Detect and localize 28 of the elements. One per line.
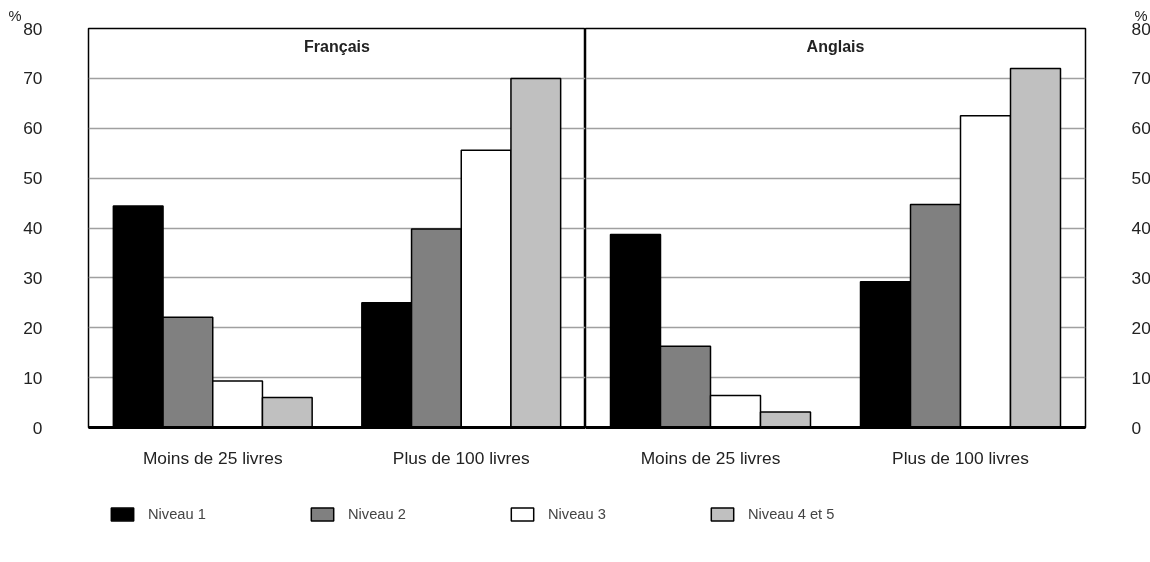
y-tick-label: 70 — [23, 68, 43, 89]
y-tick-label: 50 — [23, 168, 43, 189]
x-tick-label: Plus de 100 livres — [892, 447, 1030, 468]
y2-tick-label: 30 — [1131, 267, 1150, 288]
legend-label: Niveau 1 — [148, 506, 207, 522]
y2-tick-label: 10 — [1131, 367, 1150, 388]
y-tick-label: 60 — [23, 118, 43, 139]
y-tick-label: 30 — [23, 267, 43, 288]
legend-label: Niveau 2 — [348, 506, 407, 522]
y-tick-label: 10 — [23, 367, 43, 388]
y2-tick-label: 40 — [1131, 218, 1150, 238]
y2-tick-label: 50 — [1131, 168, 1150, 189]
y2-tick-label: 0 — [1131, 417, 1142, 438]
text: Anglais — [806, 37, 865, 55]
x-tick-label: Plus de 100 livres — [392, 447, 530, 468]
x-tick-label: Moins de 25 livres — [142, 447, 283, 468]
y-tick-label: 40 — [23, 218, 43, 238]
y2-tick-label: 60 — [1131, 118, 1150, 139]
y2-tick-label: 70 — [1131, 68, 1150, 89]
legend-label: Niveau 3 — [548, 506, 607, 522]
y-tick-label: 80 — [23, 18, 43, 39]
y-tick-label: 20 — [23, 317, 43, 338]
x-tick-label: Moins de 25 livres — [640, 447, 781, 468]
y-tick-label: 0 — [32, 417, 43, 438]
y-axis-title: % — [8, 7, 22, 24]
legend-label: Niveau 4 et 5 — [748, 506, 836, 522]
text: Français — [304, 37, 371, 55]
y2-tick-label: 20 — [1131, 317, 1150, 338]
